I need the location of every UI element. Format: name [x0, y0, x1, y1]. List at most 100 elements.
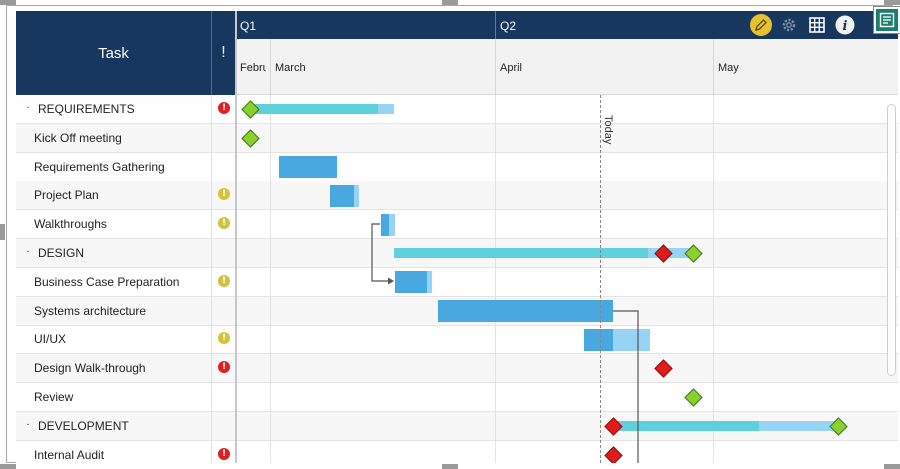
task-name-cell[interactable]: UI/UX — [16, 325, 211, 353]
task-name-label: Project Plan — [34, 188, 99, 203]
summary-bar-requirements[interactable] — [250, 104, 378, 115]
task-name-cell[interactable]: Requirements Gathering — [16, 153, 211, 181]
critical-alert-icon[interactable]: ! — [218, 102, 230, 114]
dependency-connectors — [371, 223, 639, 463]
task-bar-business-case-remaining[interactable] — [427, 271, 432, 294]
alert-cell: ! — [211, 325, 235, 354]
task-name-label: Design Walk-through — [34, 361, 146, 376]
warning-alert-icon[interactable]: ! — [218, 188, 230, 201]
month-divider — [270, 39, 271, 95]
resize-handle-bottom[interactable] — [442, 464, 458, 469]
info-icon[interactable]: i — [834, 14, 856, 36]
task-bar-project-plan-remaining[interactable] — [354, 184, 359, 207]
critical-alert-icon[interactable]: ! — [218, 447, 230, 460]
task-name-cell[interactable]: Internal Audit — [16, 441, 211, 463]
summary-bar-design[interactable] — [394, 248, 648, 259]
alert-header-label: ! — [221, 44, 226, 61]
task-name-cell[interactable]: Business Case Preparation — [16, 268, 211, 296]
resize-handle-top-right[interactable] — [884, 0, 900, 5]
task-row[interactable]: Review — [16, 383, 898, 412]
quarter-divider — [495, 11, 496, 39]
task-name-cell[interactable]: Systems architecture — [16, 297, 211, 325]
task-name-label: Walkthroughs — [34, 217, 107, 232]
collapse-toggle-icon[interactable]: ˇ — [26, 106, 30, 115]
task-name-label: REQUIREMENTS — [38, 102, 135, 116]
alert-column-header[interactable]: ! — [211, 11, 235, 95]
alert-cell — [211, 123, 235, 152]
resize-handle-left[interactable] — [0, 224, 5, 240]
resize-handle-bottom-left[interactable] — [0, 464, 16, 469]
summary-bar-development[interactable] — [613, 421, 759, 432]
pane-splitter[interactable] — [235, 11, 237, 463]
alert-cell: ! — [211, 267, 235, 296]
task-row[interactable]: Internal Audit! — [16, 440, 898, 463]
export-report-button[interactable] — [874, 7, 900, 33]
gantt-app: Task ! Q1 Q2 i February March April May — [16, 11, 898, 463]
task-name-label: DESIGN — [38, 246, 85, 260]
warning-alert-icon[interactable]: ! — [218, 332, 230, 345]
task-name-cell[interactable]: Walkthroughs — [16, 210, 211, 238]
month-header: February March April May — [235, 39, 898, 95]
warning-alert-icon[interactable]: ! — [218, 217, 230, 230]
grid-line — [270, 95, 271, 463]
task-bar-ui-ux-remaining[interactable] — [613, 328, 650, 351]
task-name-cell[interactable]: Kick Off meeting — [16, 124, 211, 152]
resize-handle-bottom-right[interactable] — [884, 464, 900, 469]
task-name-cell[interactable]: Project Plan — [16, 181, 211, 209]
task-column-header[interactable]: Task — [16, 11, 211, 95]
grid-icon[interactable] — [806, 14, 828, 36]
task-name-label: Requirements Gathering — [34, 159, 165, 174]
task-name-cell[interactable]: Design Walk-through — [16, 354, 211, 382]
gear-icon[interactable] — [778, 14, 800, 36]
task-row[interactable]: Kick Off meeting — [16, 123, 898, 153]
vertical-scrollbar[interactable] — [887, 104, 896, 376]
resize-handle-top[interactable] — [442, 0, 458, 5]
task-row[interactable]: UI/UX! — [16, 325, 898, 355]
quarter-header: Q1 Q2 i — [235, 11, 898, 39]
svg-text:i: i — [843, 19, 848, 34]
warning-alert-icon[interactable]: ! — [218, 274, 230, 287]
pencil-icon[interactable] — [750, 14, 772, 36]
task-name-cell[interactable]: ˇ REQUIREMENTS — [16, 95, 211, 123]
task-bar-systems-architecture[interactable] — [438, 300, 613, 322]
task-bar-business-case[interactable] — [395, 271, 427, 294]
alert-cell: ! — [211, 181, 235, 210]
task-name-label: Systems architecture — [34, 303, 147, 318]
task-row[interactable]: Business Case Preparation! — [16, 267, 898, 297]
task-name-label: Review — [34, 390, 74, 404]
task-name-cell[interactable]: ˇ DEVELOPMENT — [16, 412, 211, 440]
task-row[interactable]: Walkthroughs! — [16, 210, 898, 240]
collapse-toggle-icon[interactable]: ˇ — [26, 422, 30, 432]
quarter-label-q1: Q1 — [240, 19, 257, 33]
summary-bar-requirements-remaining[interactable] — [378, 104, 394, 115]
month-label-february: February — [240, 62, 266, 74]
summary-row[interactable]: ˇ REQUIREMENTS! — [16, 95, 898, 124]
critical-alert-icon[interactable]: ! — [218, 361, 230, 374]
month-label-may: May — [718, 62, 739, 74]
task-row[interactable]: Project Plan! — [16, 181, 898, 211]
task-bar-ui-ux[interactable] — [584, 328, 613, 351]
task-name-label: Internal Audit — [34, 447, 105, 462]
task-bar-walkthroughs[interactable] — [381, 213, 389, 236]
task-name-label: Business Case Preparation — [34, 274, 180, 289]
summary-bar-development-remaining[interactable] — [759, 421, 839, 432]
report-icon — [879, 12, 895, 28]
task-bar-project-plan[interactable] — [330, 184, 354, 207]
resize-handle-top-left[interactable] — [0, 0, 16, 5]
today-marker-line — [600, 95, 601, 463]
task-row[interactable]: Design Walk-through! — [16, 354, 898, 384]
task-name-cell[interactable]: ˇ DESIGN — [16, 239, 211, 267]
task-name-cell[interactable]: Review — [16, 383, 211, 411]
month-divider — [495, 39, 496, 95]
task-bar-walkthroughs-remaining[interactable] — [389, 213, 395, 236]
task-row[interactable]: Requirements Gathering — [16, 152, 898, 182]
task-bar-requirements-gathering[interactable] — [279, 156, 337, 178]
chart-toolbar: i — [750, 12, 856, 38]
alert-cell: ! — [211, 95, 235, 123]
today-marker-label: Today — [602, 115, 614, 145]
collapse-toggle-icon[interactable]: ˇ — [26, 250, 30, 259]
grid-line — [713, 95, 714, 463]
alert-cell — [211, 383, 235, 411]
alert-cell: ! — [211, 354, 235, 383]
alert-cell — [211, 411, 235, 440]
